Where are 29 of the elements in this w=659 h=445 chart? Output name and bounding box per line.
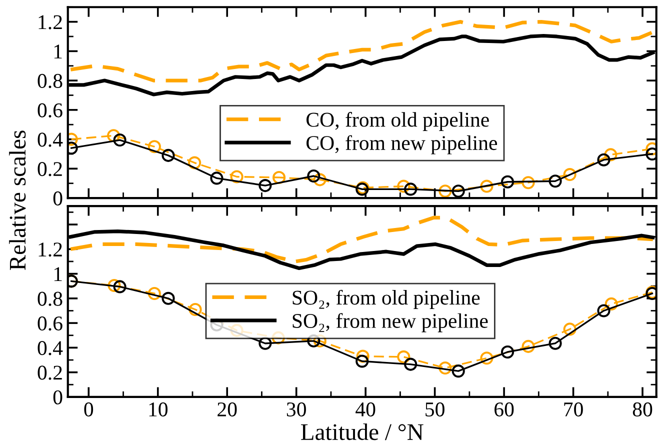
y-tick-label: 0 xyxy=(53,390,62,404)
legend-label: SO₂, from old pipeline xyxy=(292,290,480,309)
x-tick-label: 10 xyxy=(149,402,168,416)
x-tick-label: 80 xyxy=(632,402,652,416)
y-tick-label: 0.4 xyxy=(38,341,63,356)
y-tick-label: 0.4 xyxy=(38,132,63,147)
y-axis-title: Relative scales xyxy=(9,130,26,270)
legend-label: CO, from old pipeline xyxy=(306,112,489,132)
y-tick-label: 0.2 xyxy=(38,162,62,176)
x-tick-label: 20 xyxy=(218,402,237,416)
x-tick-label: 70 xyxy=(564,402,583,416)
x-tick-label: 30 xyxy=(286,402,306,416)
y-tick-label: 1 xyxy=(54,44,62,58)
y-tick-label: 0.2 xyxy=(38,366,62,380)
y-tick-label: 0.6 xyxy=(38,316,62,331)
y-tick-label: 0.8 xyxy=(38,74,62,88)
x-tick-label: 40 xyxy=(356,402,376,416)
legend-label: SO₂, from new pipeline xyxy=(292,313,488,332)
x-tick-label: 0 xyxy=(84,402,94,416)
y-tick-label: 0.8 xyxy=(38,292,62,306)
legend-label: CO, from new pipeline xyxy=(306,135,498,154)
y-tick-label: 0.6 xyxy=(38,103,62,118)
x-tick-label: 60 xyxy=(494,402,514,416)
x-axis-title: Latitude / °N xyxy=(301,423,424,440)
y-tick-label: 0 xyxy=(53,191,62,206)
x-tick-label: 50 xyxy=(426,402,444,416)
y-tick-label: 1.2 xyxy=(38,15,62,30)
y-tick-label: 1 xyxy=(54,267,62,282)
y-tick-label: 1.2 xyxy=(38,242,62,257)
